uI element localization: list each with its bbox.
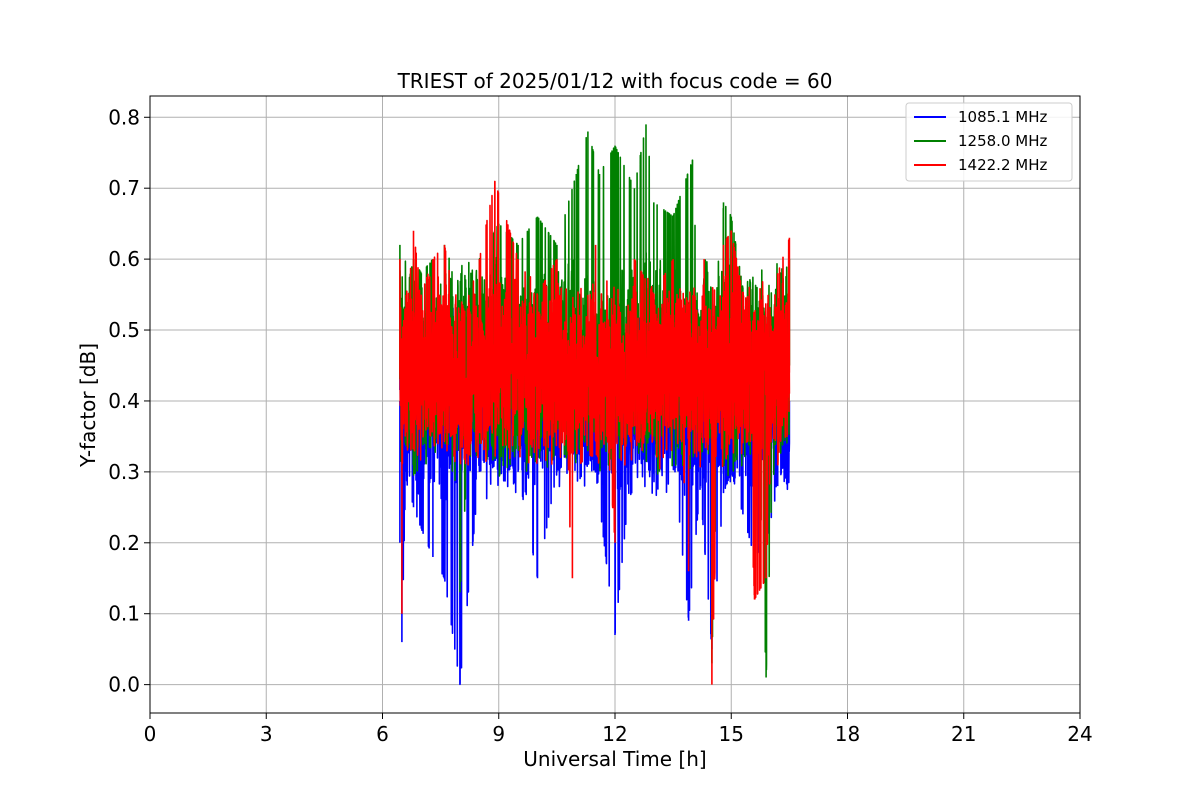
- x-tick-label: 6: [376, 722, 389, 746]
- legend-box: [905, 102, 1073, 182]
- y-tick-label: 0.4: [108, 389, 140, 413]
- legend-label-2: 1422.2 MHz: [958, 156, 1047, 174]
- ticks: 0 3 6 9 12 15 18 21 24 0.0 0.1 0.2 0.3 0.4 0.5 0.6 0.7 0.…: [108, 105, 1093, 746]
- x-tick-label: 12: [602, 722, 627, 746]
- x-tick-label: 9: [492, 722, 505, 746]
- legend: 1085.1 MHz 1258.0 MHz 1422.2 MHz: [905, 102, 1073, 182]
- y-tick-label: 0.2: [108, 531, 140, 555]
- y-tick-label: 0.5: [108, 318, 140, 342]
- series-line-2: [399, 180, 791, 685]
- legend-label-0: 1085.1 MHz: [958, 108, 1047, 126]
- x-tick-label: 24: [1067, 722, 1092, 746]
- y-tick-label: 0.8: [108, 105, 140, 129]
- chart-title: TRIEST of 2025/01/12 with focus code = 6…: [397, 69, 833, 93]
- y-tick-label: 0.1: [108, 602, 140, 626]
- x-tick-label: 3: [260, 722, 273, 746]
- x-tick-label: 21: [951, 722, 976, 746]
- x-tick-label: 18: [835, 722, 860, 746]
- y-tick-label: 0.3: [108, 460, 140, 484]
- x-tick-label: 15: [719, 722, 744, 746]
- series-layer: [399, 124, 791, 686]
- x-tick-label: 0: [144, 722, 157, 746]
- y-tick-label: 0.6: [108, 247, 140, 271]
- x-axis-label: Universal Time [h]: [523, 747, 706, 771]
- y-tick-label: 0.7: [108, 176, 140, 200]
- y-axis-label: Y-factor [dB]: [76, 343, 100, 468]
- y-tick-label: 0.0: [108, 673, 140, 697]
- legend-label-1: 1258.0 MHz: [958, 132, 1047, 150]
